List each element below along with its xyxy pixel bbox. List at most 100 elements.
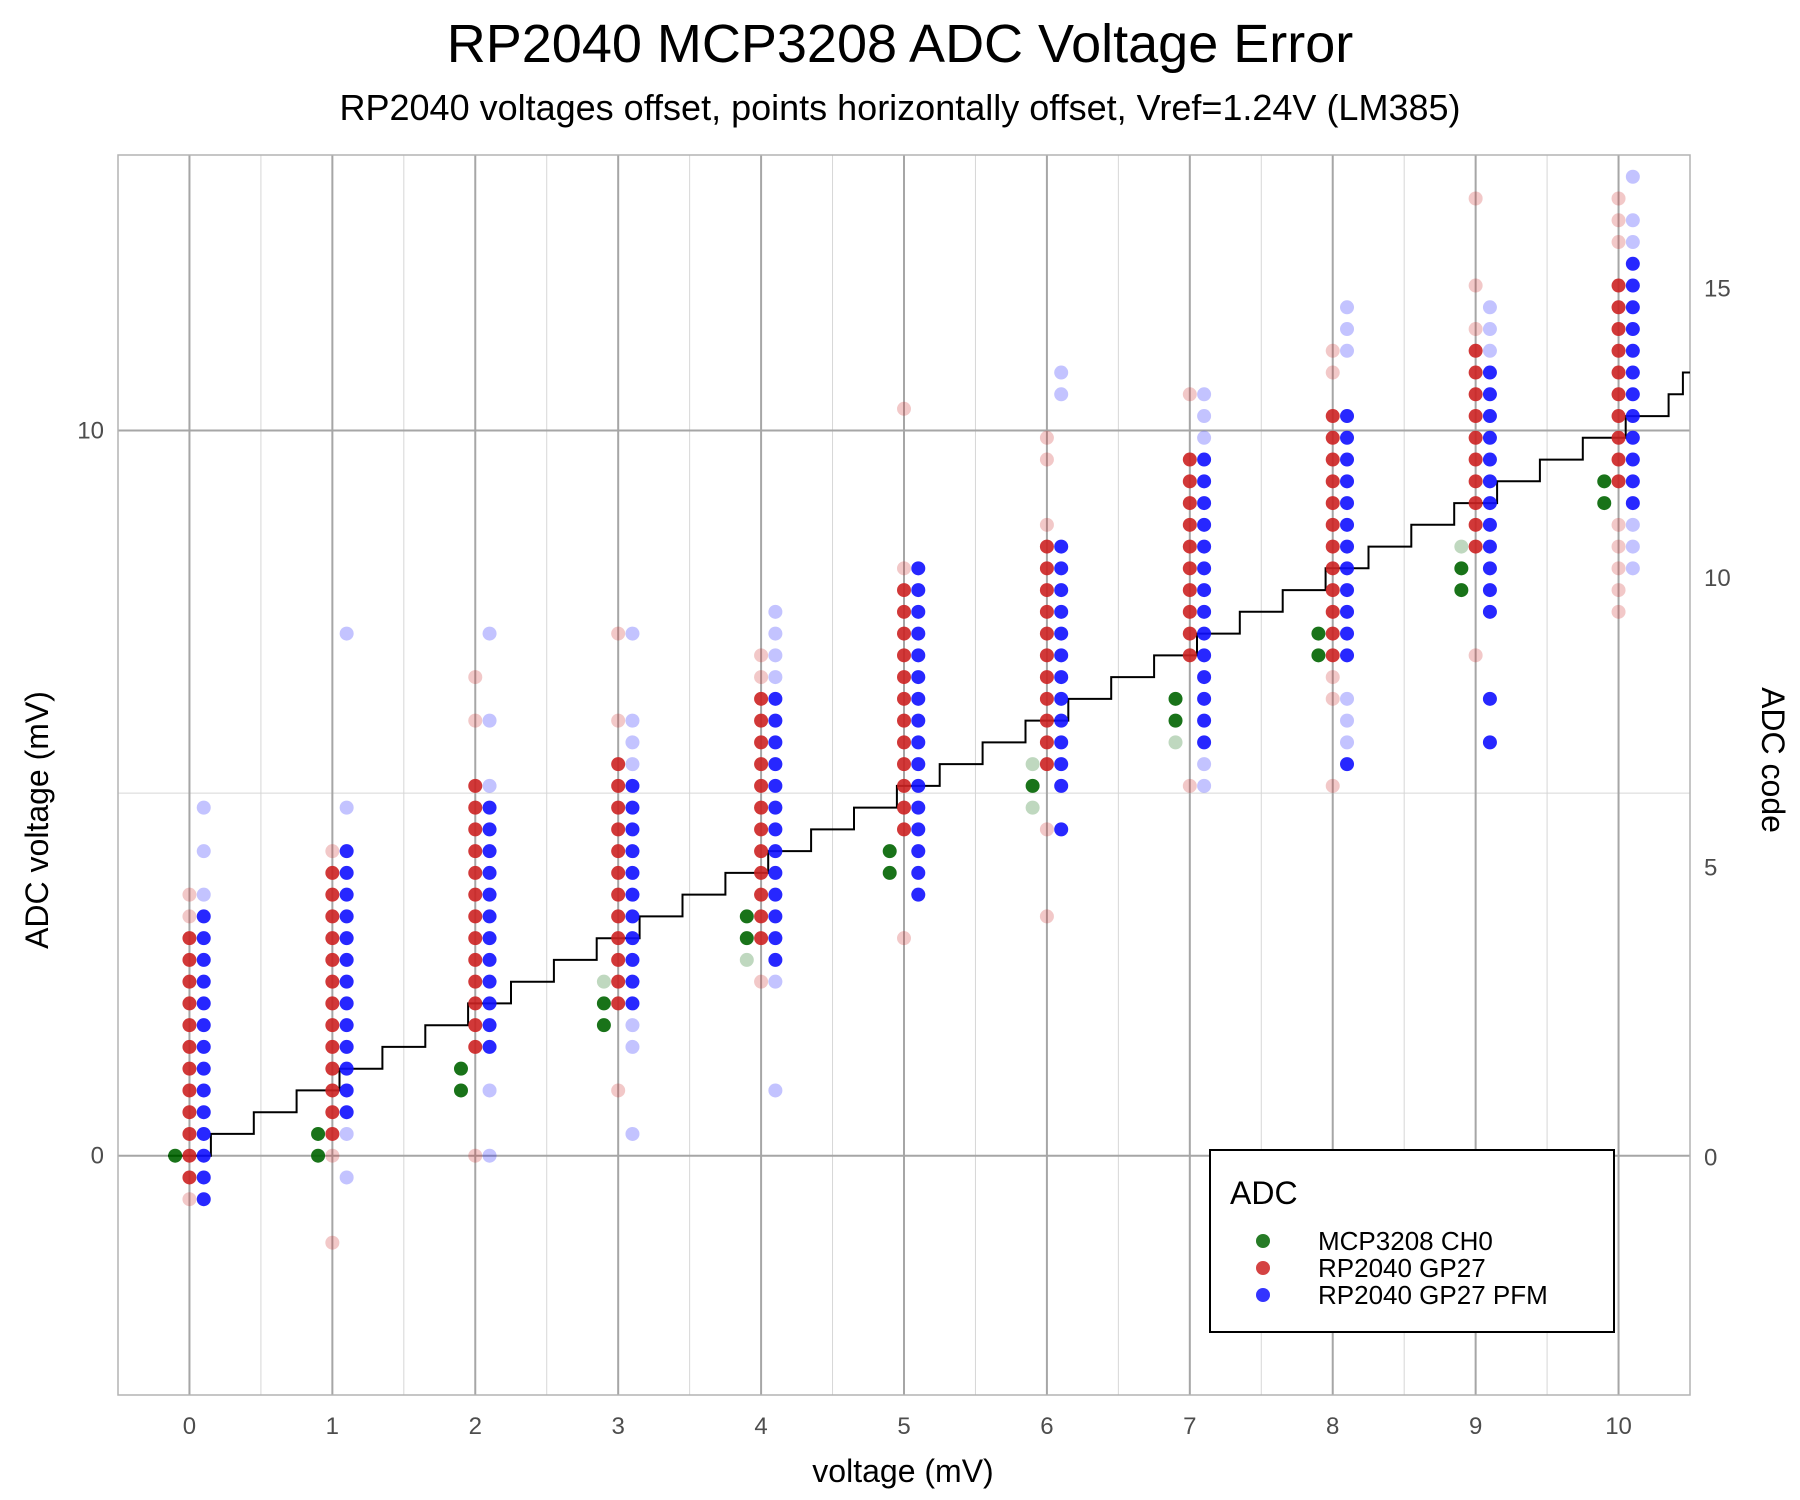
point-rp2040-gp27-pfm [339,909,354,924]
point-rp2040-gp27-pfm [196,909,211,924]
point-mcp3208-ch0 [1025,757,1040,772]
point-rp2040-gp27-pfm [482,800,497,815]
point-rp2040-gp27 [1182,452,1197,467]
point-rp2040-gp27-pfm [1625,322,1640,337]
point-rp2040-gp27 [611,800,626,815]
point-mcp3208-ch0 [596,996,611,1011]
point-rp2040-gp27-pfm [1340,604,1355,619]
x-tick-label: 7 [1183,1413,1196,1440]
point-mcp3208-ch0 [1168,691,1183,706]
point-rp2040-gp27-pfm [482,931,497,946]
point-rp2040-gp27-pfm [1625,169,1640,184]
point-rp2040-gp27-pfm [1340,496,1355,511]
point-rp2040-gp27 [1611,343,1626,358]
x-tick-label: 1 [326,1413,339,1440]
point-rp2040-gp27 [897,822,911,837]
point-rp2040-gp27-pfm [911,778,926,793]
point-rp2040-gp27 [897,757,911,772]
point-rp2040-gp27 [468,865,483,880]
point-rp2040-gp27 [611,626,626,641]
point-rp2040-gp27 [325,1235,340,1250]
point-rp2040-gp27-pfm [1625,496,1640,511]
point-rp2040-gp27 [182,1083,197,1098]
point-rp2040-gp27 [1182,517,1197,532]
point-rp2040-gp27 [611,778,626,793]
point-rp2040-gp27-pfm [1197,778,1212,793]
point-rp2040-gp27 [611,931,626,946]
point-rp2040-gp27 [1325,517,1340,532]
point-rp2040-gp27 [611,713,626,728]
point-rp2040-gp27 [182,1105,197,1120]
point-rp2040-gp27-pfm [625,952,640,967]
point-rp2040-gp27 [754,778,769,793]
point-mcp3208-ch0 [596,974,611,989]
legend-box [1209,1149,1615,1333]
point-rp2040-gp27-pfm [1340,343,1355,358]
point-rp2040-gp27 [182,1061,197,1076]
x-axis-ticks: 0 1 2 3 4 5 6 7 8 9 10 [183,1413,1632,1440]
point-rp2040-gp27 [1611,278,1626,293]
point-rp2040-gp27 [468,1018,483,1033]
point-rp2040-gp27-pfm [625,1039,640,1054]
point-rp2040-gp27-pfm [339,996,354,1011]
point-rp2040-gp27-pfm [625,844,640,859]
point-rp2040-gp27 [897,931,911,946]
point-rp2040-gp27 [754,735,769,750]
point-rp2040-gp27-pfm [482,1018,497,1033]
point-rp2040-gp27 [1611,322,1626,337]
point-rp2040-gp27 [1468,474,1483,489]
point-mcp3208-ch0 [1025,778,1040,793]
x-tick-label: 0 [183,1413,196,1440]
point-rp2040-gp27 [1325,626,1340,641]
point-rp2040-gp27 [754,800,769,815]
point-rp2040-gp27 [897,691,911,706]
point-rp2040-gp27-pfm [339,865,354,880]
chart-title: RP2040 MCP3208 ADC Voltage Error [447,14,1353,74]
point-rp2040-gp27-pfm [1054,822,1069,837]
point-rp2040-gp27 [182,887,197,902]
point-rp2040-gp27 [611,909,626,924]
point-rp2040-gp27 [754,670,769,685]
plot-panel [117,154,1691,1396]
point-rp2040-gp27-pfm [625,865,640,880]
point-rp2040-gp27-pfm [625,909,640,924]
point-rp2040-gp27 [1039,691,1054,706]
point-rp2040-gp27-pfm [911,691,926,706]
point-rp2040-gp27-pfm [625,735,640,750]
point-rp2040-gp27-pfm [768,713,783,728]
point-rp2040-gp27-pfm [1482,539,1497,554]
point-mcp3208-ch0 [1311,626,1326,641]
point-rp2040-gp27 [1039,561,1054,576]
point-rp2040-gp27-pfm [625,626,640,641]
point-rp2040-gp27-pfm [911,844,926,859]
point-rp2040-gp27-pfm [1054,583,1069,598]
point-rp2040-gp27 [1182,496,1197,511]
point-rp2040-gp27 [1039,517,1054,532]
point-rp2040-gp27-pfm [482,1148,497,1163]
point-rp2040-gp27-pfm [339,1126,354,1141]
point-rp2040-gp27-pfm [911,887,926,902]
point-rp2040-gp27 [468,844,483,859]
point-rp2040-gp27-pfm [1482,322,1497,337]
point-rp2040-gp27-pfm [1625,517,1640,532]
point-rp2040-gp27 [182,1170,197,1185]
x-axis-title: voltage (mV) [812,1453,993,1489]
point-rp2040-gp27 [325,1126,340,1141]
x-tick-label: 8 [1326,1413,1339,1440]
point-rp2040-gp27-pfm [482,996,497,1011]
point-rp2040-gp27 [325,952,340,967]
point-rp2040-gp27-pfm [196,931,211,946]
point-rp2040-gp27 [1468,648,1483,663]
point-rp2040-gp27-pfm [339,974,354,989]
point-rp2040-gp27-pfm [911,800,926,815]
point-rp2040-gp27-pfm [911,583,926,598]
point-rp2040-gp27 [182,909,197,924]
point-rp2040-gp27 [1182,604,1197,619]
point-rp2040-gp27-pfm [1197,561,1212,576]
point-rp2040-gp27-pfm [1482,735,1497,750]
point-rp2040-gp27-pfm [196,1018,211,1033]
point-rp2040-gp27 [1611,604,1626,619]
point-rp2040-gp27 [325,909,340,924]
point-mcp3208-ch0 [1454,583,1469,598]
